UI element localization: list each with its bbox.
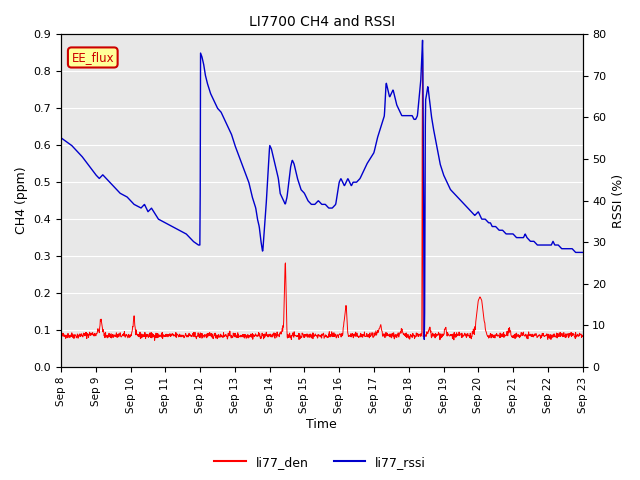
Legend: li77_den, li77_rssi: li77_den, li77_rssi bbox=[209, 451, 431, 474]
Text: EE_flux: EE_flux bbox=[72, 51, 114, 64]
X-axis label: Time: Time bbox=[307, 419, 337, 432]
Title: LI7700 CH4 and RSSI: LI7700 CH4 and RSSI bbox=[249, 15, 395, 29]
Y-axis label: RSSI (%): RSSI (%) bbox=[612, 174, 625, 228]
Y-axis label: CH4 (ppm): CH4 (ppm) bbox=[15, 167, 28, 234]
